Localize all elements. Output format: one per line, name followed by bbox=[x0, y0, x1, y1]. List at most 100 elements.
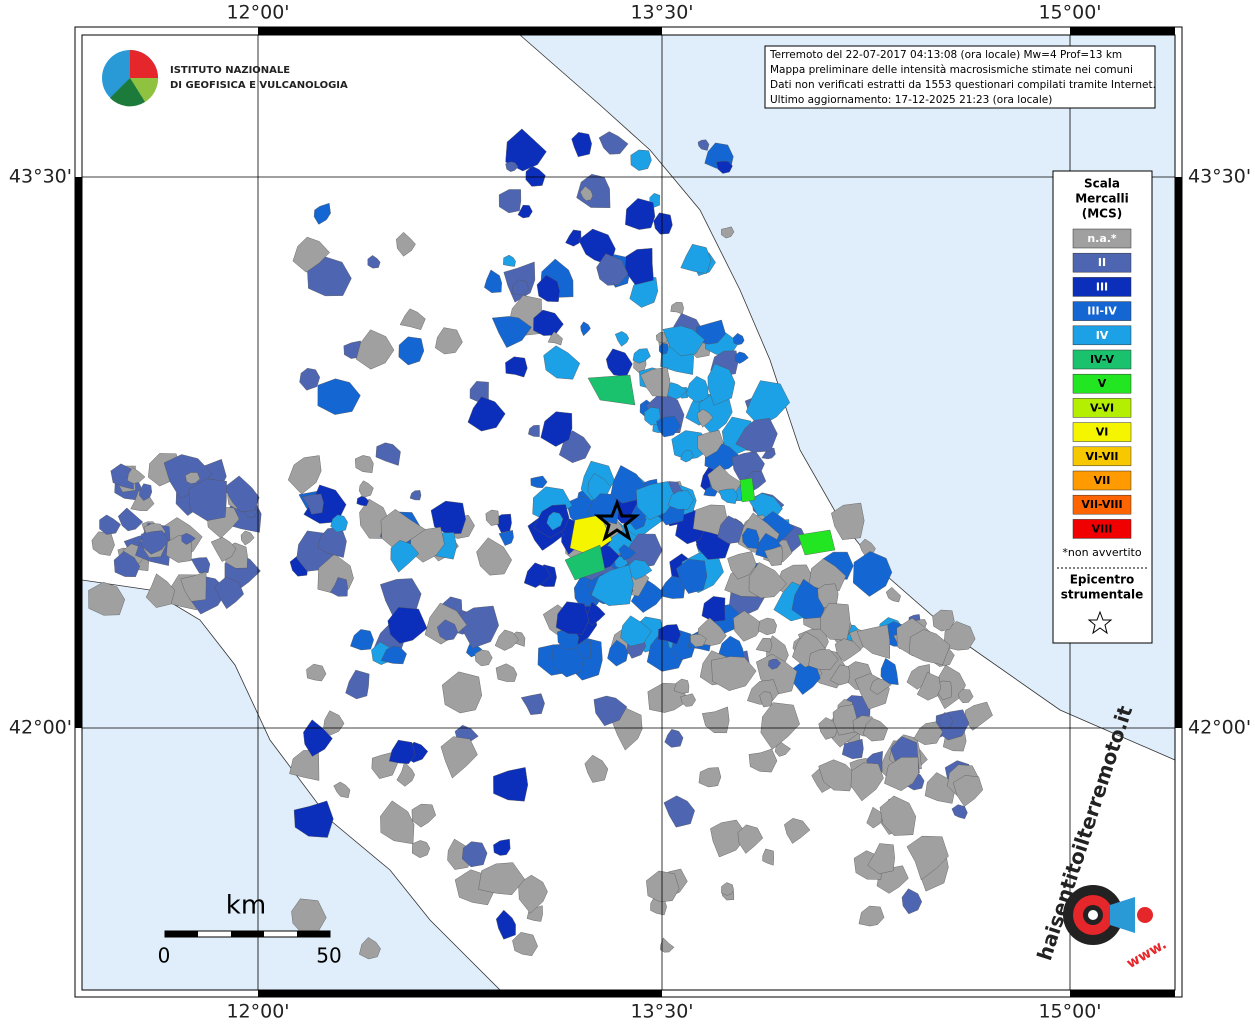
municipality bbox=[640, 367, 671, 398]
frame bbox=[74, 26, 1183, 998]
municipality bbox=[495, 909, 516, 940]
legend-swatch bbox=[1072, 252, 1132, 273]
municipality bbox=[879, 795, 917, 836]
municipality bbox=[388, 739, 416, 764]
municipality bbox=[350, 629, 374, 651]
municipality bbox=[832, 704, 857, 736]
municipality bbox=[546, 511, 564, 531]
legend-title: (MCS) bbox=[1082, 207, 1123, 221]
logo-line: DI GEOFISICA E VULCANOLOGIA bbox=[170, 80, 348, 91]
info-line: Mappa preliminare delle intensità macros… bbox=[770, 64, 1133, 76]
municipality bbox=[742, 527, 760, 549]
municipality bbox=[190, 557, 211, 574]
municipality bbox=[664, 729, 684, 748]
municipality bbox=[214, 576, 244, 610]
scale-unit: km bbox=[226, 891, 266, 921]
municipality bbox=[485, 509, 499, 526]
municipality bbox=[188, 478, 227, 521]
municipality bbox=[906, 835, 949, 881]
municipality bbox=[498, 189, 522, 214]
municipality bbox=[411, 840, 431, 859]
municipality bbox=[748, 748, 778, 773]
legend-swatch bbox=[1072, 398, 1132, 418]
municipality bbox=[333, 781, 351, 799]
info-line: Ultimo aggiornamento: 17-12-2025 21:23 (… bbox=[770, 94, 1052, 106]
municipality bbox=[913, 721, 943, 745]
municipality bbox=[707, 363, 736, 406]
municipality bbox=[760, 702, 800, 750]
logo-line: ISTITUTO NAZIONALE bbox=[170, 65, 290, 76]
lon-label: 12°00' bbox=[226, 1001, 289, 1023]
municipality bbox=[952, 775, 984, 807]
legend-swatch bbox=[1072, 494, 1132, 515]
municipality bbox=[99, 514, 121, 535]
municipality bbox=[505, 128, 547, 172]
municipality bbox=[313, 202, 331, 225]
municipality bbox=[287, 455, 322, 495]
municipality bbox=[690, 633, 707, 648]
municipality bbox=[390, 540, 420, 573]
municipality bbox=[797, 529, 836, 556]
municipality bbox=[495, 663, 518, 682]
municipality bbox=[660, 937, 675, 953]
municipality bbox=[632, 348, 651, 364]
municipality bbox=[467, 396, 506, 432]
municipality bbox=[354, 455, 374, 473]
municipality bbox=[359, 937, 381, 960]
legend-label: II bbox=[1098, 256, 1106, 269]
municipality bbox=[884, 756, 919, 792]
info-box bbox=[764, 45, 1156, 109]
municipality bbox=[240, 530, 255, 546]
municipality bbox=[593, 695, 628, 727]
municipality bbox=[387, 607, 428, 644]
municipality bbox=[596, 253, 629, 286]
municipality bbox=[625, 198, 656, 230]
municipality bbox=[505, 161, 519, 172]
municipality bbox=[306, 256, 352, 297]
municipality bbox=[768, 658, 781, 670]
municipality bbox=[676, 558, 708, 594]
municipality bbox=[909, 629, 951, 666]
municipality bbox=[355, 329, 395, 370]
legend-swatch bbox=[1072, 422, 1132, 442]
municipality bbox=[511, 279, 529, 295]
municipality bbox=[818, 759, 857, 792]
municipality bbox=[696, 408, 714, 428]
legend-label: VI-VII bbox=[1085, 450, 1118, 463]
municipality bbox=[323, 710, 345, 736]
municipality bbox=[658, 624, 681, 645]
municipality bbox=[356, 496, 369, 507]
municipality bbox=[523, 562, 551, 588]
municipality bbox=[718, 488, 738, 504]
municipality bbox=[755, 637, 773, 653]
municipality bbox=[210, 537, 237, 562]
legend-label: V-VI bbox=[1090, 401, 1114, 414]
legend-label: VII-VIII bbox=[1081, 498, 1122, 511]
legend-label: IV bbox=[1096, 329, 1109, 342]
municipality bbox=[498, 530, 514, 546]
municipality bbox=[951, 804, 968, 820]
municipality bbox=[517, 204, 533, 219]
municipality bbox=[680, 243, 712, 274]
municipality bbox=[292, 236, 330, 273]
municipality bbox=[901, 888, 923, 915]
municipality bbox=[698, 767, 722, 788]
legend-title: Mercalli bbox=[1075, 192, 1129, 206]
municipality bbox=[493, 767, 529, 802]
municipality bbox=[850, 762, 884, 802]
municipality bbox=[88, 581, 126, 616]
municipality bbox=[701, 596, 726, 623]
municipality bbox=[299, 367, 321, 391]
municipality bbox=[759, 691, 773, 708]
municipality bbox=[831, 502, 865, 540]
municipality bbox=[808, 649, 839, 670]
lat-label: 43°30' bbox=[1188, 166, 1251, 188]
municipality bbox=[138, 483, 153, 501]
municipality bbox=[396, 761, 415, 787]
municipality bbox=[484, 269, 502, 293]
municipality bbox=[555, 601, 590, 635]
municipality bbox=[317, 378, 361, 415]
municipality bbox=[721, 226, 735, 239]
municipality bbox=[697, 139, 710, 151]
info-text: Terremoto del 22-07-2017 04:13:08 (ora l… bbox=[769, 49, 1156, 106]
